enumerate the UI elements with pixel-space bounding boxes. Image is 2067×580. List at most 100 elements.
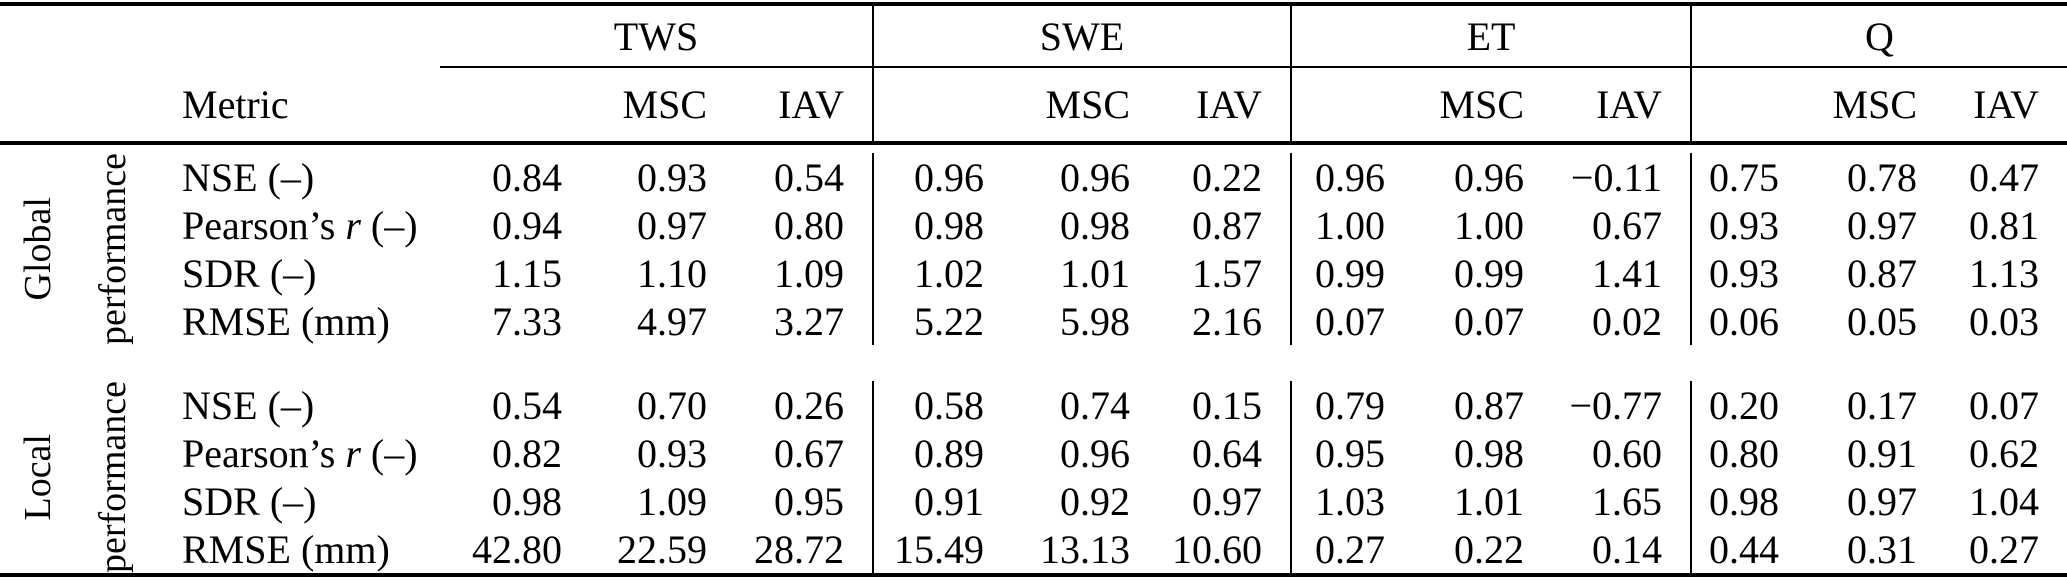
subheader-msc: MSC <box>1439 82 1525 127</box>
value-cell: 1.01 <box>1060 250 1130 296</box>
value-cell: 0.93 <box>637 154 707 200</box>
value-cell: 5.22 <box>872 297 1012 345</box>
value-cell: 0.97 <box>637 202 707 248</box>
value-cell: 1.02 <box>872 249 1012 297</box>
value-cell: 0.17 <box>1847 382 1917 428</box>
group-header-tws: TWS <box>613 13 699 59</box>
metric-label: Pearson’s r (–) <box>182 430 418 476</box>
value-cell: 0.96 <box>1060 154 1130 200</box>
value-cell: 0.22 <box>1192 154 1262 200</box>
value-cell: 1.65 <box>1592 478 1662 524</box>
value-cell: 0.06 <box>1690 297 1807 345</box>
value-cell: 0.47 <box>1969 154 2039 200</box>
value-cell: 0.96 <box>1454 154 1524 200</box>
subheader-msc: MSC <box>1045 82 1131 127</box>
value-cell: 2.16 <box>1192 298 1262 344</box>
value-cell: 0.84 <box>492 154 562 200</box>
value-cell: 0.82 <box>492 430 562 476</box>
value-cell: 0.22 <box>1454 526 1524 572</box>
value-cell: 0.26 <box>774 382 844 428</box>
value-cell: 1.13 <box>1969 250 2039 296</box>
value-cell: 0.96 <box>1290 153 1413 201</box>
value-cell: 1.00 <box>1454 202 1524 248</box>
group-underline: TWS SWE ET Q <box>440 6 2067 68</box>
group-header-et: ET <box>1290 6 1690 66</box>
value-cell: 0.87 <box>1192 202 1262 248</box>
value-cell: 0.58 <box>872 381 1012 429</box>
value-cell: −0.77 <box>1569 382 1662 428</box>
value-cell: 0.79 <box>1290 381 1413 429</box>
value-cell: 0.87 <box>1454 382 1524 428</box>
value-cell: 0.03 <box>1969 298 2039 344</box>
section-label-global: Global <box>16 197 59 301</box>
value-cell: 0.31 <box>1847 526 1917 572</box>
value-cell: 0.96 <box>872 153 1012 201</box>
header-left-spacer <box>0 6 440 68</box>
value-cell: 15.49 <box>872 525 1012 573</box>
value-cell: 0.81 <box>1969 202 2039 248</box>
value-cell: 0.95 <box>774 478 844 524</box>
subheader-iav: IAV <box>1973 82 2039 127</box>
subheader-blank <box>1290 68 1413 141</box>
value-cell: 1.03 <box>1290 477 1413 525</box>
section-local: Local performance NSE (–) 0.54 0.70 0.26… <box>0 373 2067 573</box>
value-cell: 5.98 <box>1060 298 1130 344</box>
value-cell: 28.72 <box>754 526 844 572</box>
subheader-blank <box>1690 68 1807 141</box>
section-label-performance: performance <box>91 153 134 345</box>
value-cell: 0.75 <box>1690 153 1807 201</box>
subheader-iav: IAV <box>778 82 844 127</box>
value-cell: 0.99 <box>1454 250 1524 296</box>
value-cell: 0.60 <box>1592 430 1662 476</box>
group-header-q: Q <box>1690 6 2067 66</box>
value-cell: 0.98 <box>872 201 1012 249</box>
subheader-blank <box>872 68 1012 141</box>
value-cell: 0.27 <box>1969 526 2039 572</box>
group-header-swe: SWE <box>872 6 1290 66</box>
value-cell: 0.74 <box>1060 382 1130 428</box>
value-cell: 0.87 <box>1847 250 1917 296</box>
subheader-blank <box>440 68 590 141</box>
value-cell: 0.98 <box>1060 202 1130 248</box>
subheader-msc: MSC <box>1832 82 1918 127</box>
value-cell: 1.57 <box>1192 250 1262 296</box>
subheader-msc: MSC <box>622 82 708 127</box>
value-cell: 0.07 <box>1454 298 1524 344</box>
value-cell: 0.95 <box>1290 429 1413 477</box>
top-rule <box>0 2 2067 6</box>
header-sub-row: Metric MSC IAV MSC IAV MSC IAV MSC IAV <box>0 68 2067 141</box>
value-cell: 0.67 <box>1592 202 1662 248</box>
value-cell: 0.67 <box>774 430 844 476</box>
value-cell: 0.97 <box>1192 478 1262 524</box>
value-cell: 0.92 <box>1060 478 1130 524</box>
section-label-local: Local <box>16 433 59 521</box>
section-gap <box>0 345 2067 373</box>
value-cell: 0.80 <box>1690 429 1807 477</box>
value-cell: 0.27 <box>1290 525 1413 573</box>
value-cell: 0.99 <box>1290 249 1413 297</box>
value-cell: 0.78 <box>1847 154 1917 200</box>
value-cell: 1.15 <box>492 250 562 296</box>
value-cell: 1.41 <box>1592 250 1662 296</box>
value-cell: 0.54 <box>492 382 562 428</box>
value-cell: 0.62 <box>1969 430 2039 476</box>
value-cell: 0.80 <box>774 202 844 248</box>
value-cell: 0.14 <box>1592 526 1662 572</box>
section-global: Global performance NSE (–) 0.84 0.93 0.5… <box>0 145 2067 345</box>
value-cell: 0.93 <box>1690 201 1807 249</box>
value-cell: 0.44 <box>1690 525 1807 573</box>
value-cell: 0.93 <box>637 430 707 476</box>
value-cell: 0.97 <box>1847 202 1917 248</box>
value-cell: 0.91 <box>1847 430 1917 476</box>
value-cell: 42.80 <box>472 526 562 572</box>
value-cell: 0.64 <box>1192 430 1262 476</box>
value-cell: 0.15 <box>1192 382 1262 428</box>
section-label-performance: performance <box>91 381 134 573</box>
metric-label: SDR (–) <box>182 478 317 524</box>
value-cell: 0.98 <box>492 478 562 524</box>
metric-label: NSE (–) <box>182 382 315 428</box>
subheader-iav: IAV <box>1196 82 1262 127</box>
metric-label: RMSE (mm) <box>182 298 390 344</box>
value-cell: 0.02 <box>1592 298 1662 344</box>
